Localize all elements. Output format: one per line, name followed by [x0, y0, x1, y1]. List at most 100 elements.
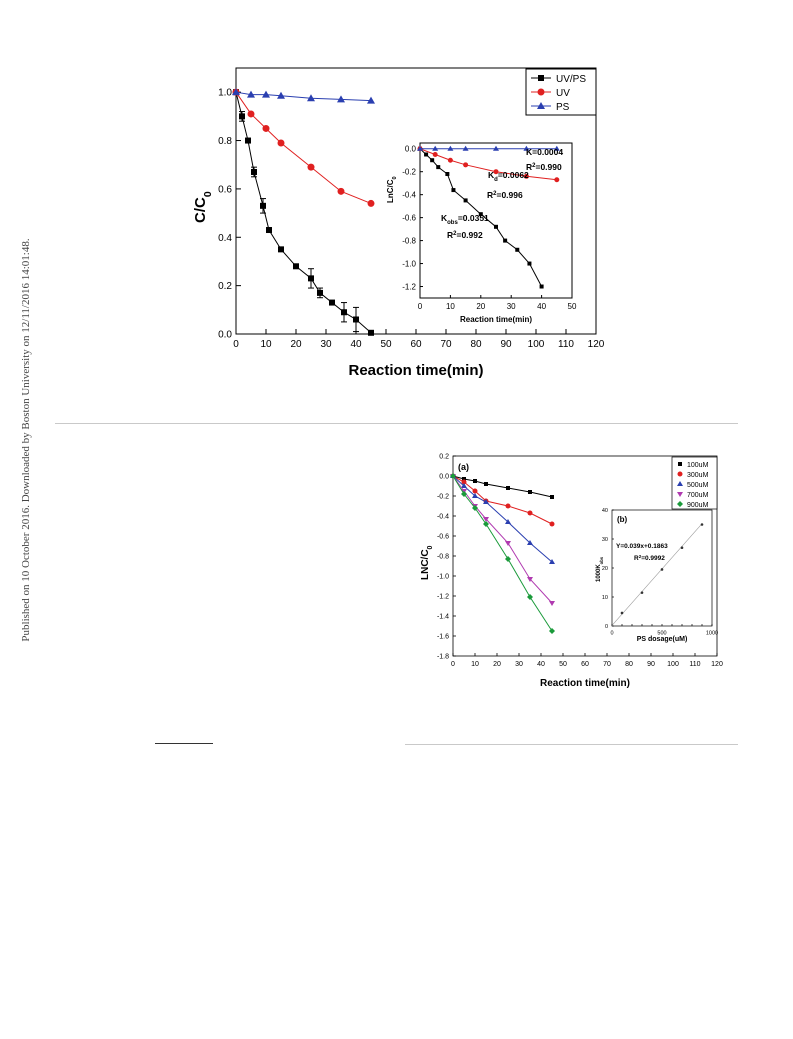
c1-inset-point-0: [478, 212, 483, 217]
c1-inset-ytick-label: -0.6: [402, 213, 416, 222]
c1-ytick-label: 1.0: [218, 88, 232, 99]
c1-point-2: [232, 88, 240, 96]
c2-ytick-label: 0.2: [439, 453, 449, 460]
c1-point-0: [251, 168, 257, 175]
c2-inset-ytick-label: 0: [605, 624, 608, 630]
c2-point-1: [549, 521, 555, 527]
c1-xtick-label: 80: [470, 339, 482, 350]
c1-inset-xtick-label: 40: [537, 302, 546, 311]
c1-inset-point-0: [539, 284, 544, 289]
c1-point-0: [353, 316, 359, 323]
c1-ytick-label: 0.6: [218, 184, 232, 195]
c1-point-0: [278, 246, 284, 253]
c1-inset-point-1: [463, 162, 469, 168]
c2-xtick-label: 40: [537, 661, 545, 668]
c2-legend-marker: [678, 462, 682, 466]
c2-inset-ylabel: 1000Kobs: [596, 556, 604, 582]
c1-inset-ytick-label: 0.0: [405, 145, 417, 154]
c1-inset-ytick-label: -0.2: [402, 168, 416, 177]
c1-xtick-label: 110: [558, 339, 574, 350]
c1-point-1: [277, 139, 285, 147]
c2-ylabel: LNC/C0: [420, 545, 434, 580]
c2-point-0: [550, 495, 554, 499]
c1-inset-ytick-label: -1.2: [402, 282, 416, 291]
c1-point-0: [329, 299, 335, 306]
c2-point-0: [473, 479, 477, 483]
c2-inset-xtick-label: 500: [657, 631, 666, 637]
c1-xlabel: Reaction time(min): [348, 362, 483, 379]
c1-xtick-label: 10: [260, 339, 272, 350]
c1-inset-ylabel: LnC/C0: [386, 176, 398, 203]
chart-cc0-vs-time: 0 10 20 30 40 50 60 70 80 90 100 110 1200.00.20.40.6…: [192, 67, 605, 379]
c2-point-4: [549, 628, 555, 634]
c2-xlabel: Reaction time(min): [540, 678, 630, 689]
c2-xtick-label: 70: [603, 661, 611, 668]
c2-ytick-label: -0.8: [437, 553, 449, 560]
c2-inset-point: [640, 591, 644, 594]
c1-legend-label: PS: [556, 102, 570, 113]
c1-inset-point-0: [436, 165, 441, 170]
c2-point-4: [527, 594, 533, 600]
c2-inset-xlabel: PS dosage(uM): [637, 636, 688, 643]
c1-inset-point-1: [447, 157, 453, 163]
c2-legend-marker: [677, 481, 683, 486]
c2-inset-ytick-label: 40: [602, 508, 608, 514]
c1-point-0: [260, 202, 266, 209]
c2-point-3: [527, 577, 533, 582]
divider-top: [55, 423, 738, 424]
c1-xtick-label: 70: [440, 339, 452, 350]
c2-point-2: [472, 493, 478, 498]
c1-point-0: [308, 275, 314, 282]
c1-point-2: [262, 90, 270, 98]
c1-xtick-label: 120: [588, 339, 605, 350]
c2-point-4: [472, 505, 478, 511]
c1-inset-point-2: [523, 145, 530, 151]
c1-inset-xtick-label: 50: [568, 302, 577, 311]
c1-inset-xtick-label: 30: [507, 302, 516, 311]
chart-lnc-vs-time-dosage: 0 10 20 30 40 50 60 70 80 90 100 110 1200.20.0-0.2-0…: [420, 453, 723, 689]
c2-point-4: [505, 556, 511, 562]
c1-inset-point-2: [417, 145, 423, 151]
c2-xtick-label: 100: [667, 661, 679, 668]
c1-inset-annotation: Kobs=0.0351: [441, 213, 489, 226]
c1-point-0: [317, 289, 323, 296]
c1-inset-annotation: R2=0.996: [487, 190, 523, 200]
c1-inset-point-2: [493, 145, 499, 151]
c2-point-1: [461, 479, 467, 485]
c1-point-0: [266, 227, 272, 234]
c2-inset-ytick-label: 20: [602, 566, 608, 572]
c2-ytick-label: -1.8: [437, 653, 449, 660]
c1-inset-point-0: [424, 152, 429, 157]
c1-inset-point-0: [503, 238, 508, 243]
c2-point-2: [527, 540, 533, 545]
c2-ytick-label: -0.6: [437, 533, 449, 540]
c1-legend-label: UV: [556, 88, 570, 99]
c1-point-2: [337, 95, 345, 103]
c1-xtick-label: 20: [290, 339, 302, 350]
c2-inset-panel-label: (b): [617, 515, 628, 524]
c1-inset-point-2: [432, 145, 439, 151]
c2-inset-ytick-label: 30: [602, 537, 608, 543]
c1-ytick-label: 0.8: [218, 136, 232, 147]
c1-inset-point-0: [515, 247, 520, 252]
c1-point-1: [367, 199, 375, 207]
c2-point-0: [484, 482, 488, 486]
c1-point-1: [307, 163, 315, 171]
c1-ytick-label: 0.4: [218, 233, 232, 244]
c1-inset-point-0: [430, 158, 435, 163]
c1-inset-point-0: [451, 188, 456, 193]
c1-inset-point-2: [462, 145, 469, 151]
c2-legend-marker: [677, 471, 683, 477]
c2-inset-point: [680, 546, 684, 549]
c2-point-2: [483, 499, 489, 504]
c1-xtick-label: 0: [233, 339, 239, 350]
c2-xtick-label: 10: [471, 661, 479, 668]
c1-point-0: [239, 113, 245, 120]
c1-ytick-label: 0.2: [218, 281, 232, 292]
c1-inset-annotation: R2=0.992: [447, 230, 483, 240]
c2-point-3: [505, 541, 511, 546]
c1-legend-label: UV/PS: [556, 74, 586, 85]
c2-inset-equation: Y=0.039x+0.1863: [616, 543, 668, 550]
c2-legend-label: 700uM: [687, 492, 709, 499]
c1-inset-xtick-label: 10: [446, 302, 455, 311]
